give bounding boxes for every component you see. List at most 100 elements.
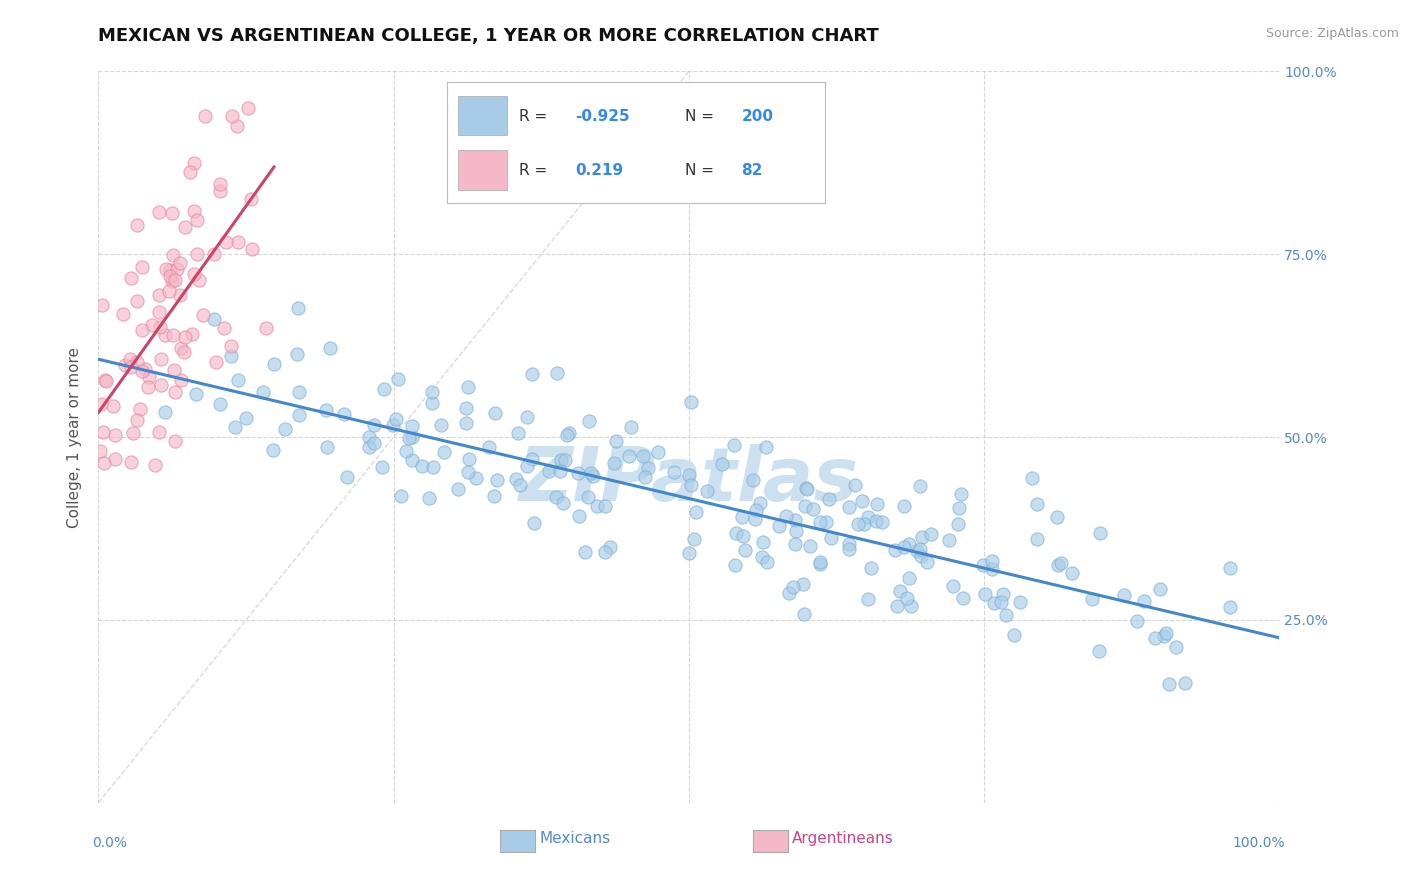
- Point: [897, 536, 920, 550]
- Point: [150, 378, 173, 392]
- Point: [696, 484, 718, 499]
- Point: [1174, 675, 1197, 690]
- Point: [1219, 599, 1241, 614]
- Point: [550, 453, 572, 467]
- Point: [456, 401, 478, 415]
- Point: [478, 440, 501, 454]
- Point: [579, 466, 602, 480]
- Point: [910, 479, 932, 493]
- Point: [775, 509, 797, 524]
- Point: [221, 109, 243, 123]
- Point: [120, 360, 142, 375]
- Point: [683, 532, 706, 546]
- Point: [981, 562, 1004, 576]
- Y-axis label: College, 1 year or more: College, 1 year or more: [67, 347, 83, 527]
- Point: [285, 347, 308, 361]
- Point: [631, 450, 654, 464]
- Point: [194, 109, 217, 123]
- Point: [950, 487, 973, 501]
- Point: [814, 515, 837, 529]
- Text: Argentineans: Argentineans: [792, 831, 894, 846]
- Point: [742, 473, 765, 487]
- Point: [808, 515, 831, 529]
- Point: [93, 456, 115, 470]
- Text: Source: ZipAtlas.com: Source: ZipAtlas.com: [1265, 27, 1399, 40]
- Point: [1164, 640, 1187, 654]
- Point: [166, 262, 188, 277]
- Point: [681, 478, 703, 492]
- Point: [174, 219, 197, 234]
- Point: [148, 205, 170, 219]
- Point: [557, 427, 579, 442]
- Point: [938, 533, 960, 547]
- Point: [546, 366, 568, 380]
- Point: [131, 364, 153, 378]
- Point: [381, 417, 404, 432]
- Point: [576, 490, 599, 504]
- Point: [224, 420, 246, 434]
- Point: [793, 607, 815, 621]
- Point: [599, 540, 621, 554]
- Point: [252, 385, 274, 400]
- Point: [173, 330, 195, 344]
- Point: [896, 591, 918, 605]
- Point: [723, 438, 745, 452]
- Point: [315, 402, 337, 417]
- Point: [516, 459, 538, 474]
- Point: [796, 483, 818, 497]
- Point: [603, 456, 626, 470]
- Point: [219, 349, 242, 363]
- Point: [120, 271, 142, 285]
- Point: [389, 489, 412, 503]
- Point: [170, 373, 193, 387]
- Point: [363, 436, 385, 450]
- Point: [420, 384, 443, 399]
- Point: [145, 458, 167, 472]
- Point: [859, 561, 882, 575]
- Point: [173, 345, 195, 359]
- Point: [457, 465, 479, 479]
- Point: [838, 537, 860, 551]
- Point: [886, 599, 908, 613]
- Point: [581, 468, 603, 483]
- Point: [751, 550, 773, 565]
- Point: [254, 320, 277, 334]
- Point: [202, 312, 225, 326]
- Point: [734, 542, 756, 557]
- Point: [1025, 497, 1047, 511]
- Point: [240, 243, 263, 257]
- Point: [401, 452, 423, 467]
- Point: [1008, 595, 1031, 609]
- Point: [181, 326, 204, 341]
- Point: [711, 457, 734, 471]
- Point: [482, 489, 505, 503]
- Point: [128, 401, 150, 416]
- Point: [215, 235, 238, 249]
- Point: [637, 460, 659, 475]
- Point: [744, 512, 766, 526]
- Point: [114, 358, 136, 372]
- Point: [141, 318, 163, 332]
- Point: [94, 374, 117, 388]
- Point: [898, 571, 921, 585]
- Point: [262, 443, 284, 458]
- Point: [316, 440, 339, 454]
- Point: [856, 592, 879, 607]
- Point: [685, 505, 707, 519]
- Point: [942, 579, 965, 593]
- Point: [274, 422, 297, 436]
- Point: [548, 464, 571, 478]
- Point: [163, 363, 186, 377]
- Point: [186, 246, 208, 260]
- Point: [1156, 626, 1178, 640]
- Point: [486, 474, 509, 488]
- Text: ZIPatlas: ZIPatlas: [519, 444, 859, 517]
- Point: [911, 530, 934, 544]
- Point: [1143, 631, 1166, 645]
- Point: [900, 599, 922, 614]
- Point: [401, 430, 423, 444]
- Point: [794, 481, 817, 495]
- Point: [170, 341, 193, 355]
- Point: [520, 451, 543, 466]
- Point: [990, 595, 1012, 609]
